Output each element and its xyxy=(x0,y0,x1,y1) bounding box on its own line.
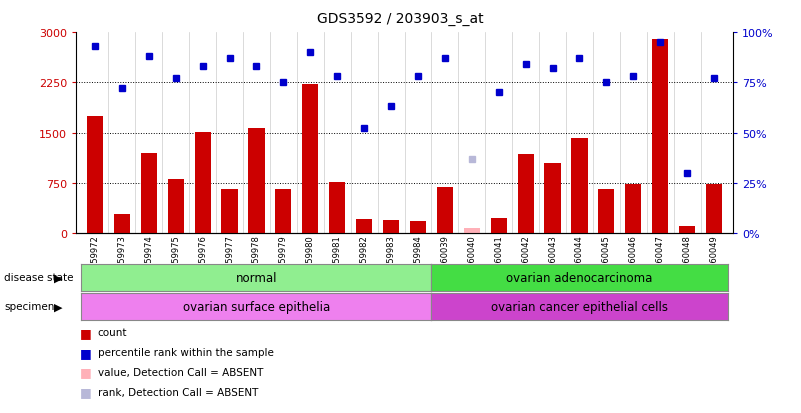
Text: ovarian adenocarcinoma: ovarian adenocarcinoma xyxy=(506,271,653,284)
Text: ▶: ▶ xyxy=(54,301,62,312)
Bar xyxy=(167,180,183,233)
Bar xyxy=(195,133,211,233)
Bar xyxy=(598,189,614,233)
Bar xyxy=(626,185,642,233)
Bar xyxy=(679,227,695,233)
Bar xyxy=(302,85,318,233)
Bar xyxy=(141,153,157,233)
Bar xyxy=(706,185,723,233)
Text: disease state: disease state xyxy=(4,273,74,283)
Text: GDS3592 / 203903_s_at: GDS3592 / 203903_s_at xyxy=(317,12,484,26)
Bar xyxy=(356,219,372,233)
Bar xyxy=(221,189,238,233)
Bar xyxy=(652,40,668,233)
Text: ■: ■ xyxy=(80,326,92,339)
Text: specimen: specimen xyxy=(4,301,54,312)
Bar xyxy=(114,214,130,233)
Text: ▶: ▶ xyxy=(54,273,62,283)
Text: rank, Detection Call = ABSENT: rank, Detection Call = ABSENT xyxy=(98,387,258,397)
Text: value, Detection Call = ABSENT: value, Detection Call = ABSENT xyxy=(98,367,263,377)
Text: count: count xyxy=(98,328,127,337)
Text: ■: ■ xyxy=(80,385,92,399)
Bar xyxy=(248,129,264,233)
Bar xyxy=(571,138,588,233)
Text: normal: normal xyxy=(235,271,277,284)
Bar xyxy=(437,187,453,233)
Bar xyxy=(464,229,480,233)
Text: ovarian surface epithelia: ovarian surface epithelia xyxy=(183,300,330,313)
Bar xyxy=(410,221,426,233)
Bar xyxy=(87,116,103,233)
Text: percentile rank within the sample: percentile rank within the sample xyxy=(98,347,274,357)
Bar xyxy=(276,189,292,233)
Bar xyxy=(491,218,507,233)
Bar xyxy=(545,163,561,233)
Bar xyxy=(383,220,399,233)
Text: ■: ■ xyxy=(80,346,92,359)
Bar xyxy=(517,154,533,233)
Bar xyxy=(329,183,345,233)
Text: ■: ■ xyxy=(80,366,92,379)
Text: ovarian cancer epithelial cells: ovarian cancer epithelial cells xyxy=(491,300,668,313)
